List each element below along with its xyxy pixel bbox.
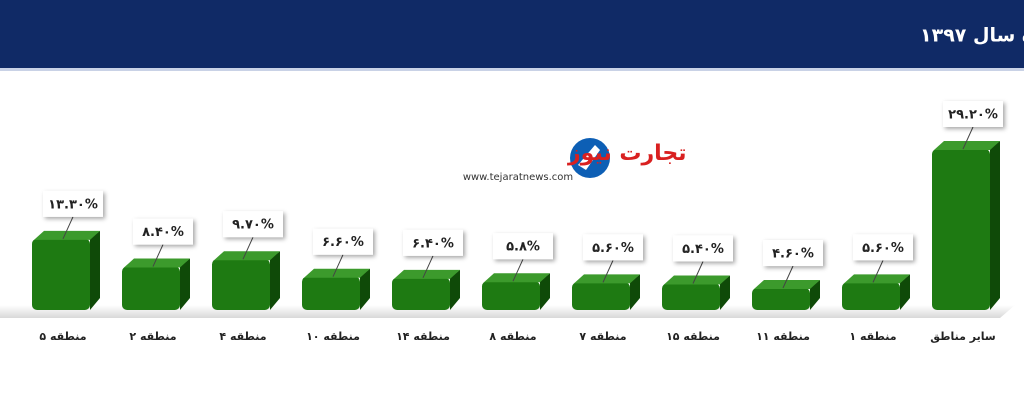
bar-top xyxy=(754,280,820,290)
value-label: ۵.۸% xyxy=(506,240,540,255)
bar-side xyxy=(810,280,820,310)
leader-line xyxy=(782,265,794,289)
bar xyxy=(122,266,180,310)
x-tick-label: منطقه ۵ xyxy=(39,330,86,343)
x-tick-label: منطقه ۸ xyxy=(489,330,536,343)
logo-name: تجارت نیوز xyxy=(567,141,687,166)
leader-line xyxy=(962,126,974,150)
value-label: ۴.۶۰% xyxy=(772,247,814,262)
chart-title: توزیع مناطق شهر تهران برحسب سهم از تعداد… xyxy=(920,25,1024,47)
bar xyxy=(662,283,720,310)
bar-top xyxy=(664,275,730,285)
bar-side xyxy=(360,268,370,310)
x-tick-label: منطقه ۷ xyxy=(579,330,626,343)
value-label-box xyxy=(943,101,1003,127)
value-label: ۸.۴۰% xyxy=(142,225,184,240)
value-label-box xyxy=(583,234,643,261)
leader-line xyxy=(872,260,884,283)
value-label: ۲۹.۲۰% xyxy=(948,108,998,123)
leader-line xyxy=(512,259,524,282)
bar-side xyxy=(270,251,280,310)
x-tick-label: منطقه ۴ xyxy=(219,330,266,343)
value-label-box xyxy=(43,190,103,217)
value-label-box xyxy=(403,229,463,256)
leader-line xyxy=(332,254,344,277)
value-label: ۵.۶۰% xyxy=(862,241,904,256)
logo: تجارت نیوز www.tejaratnews.com xyxy=(463,138,687,183)
bar-top xyxy=(34,230,100,240)
bar xyxy=(482,281,540,310)
bar-side xyxy=(720,275,730,310)
leader-line xyxy=(62,216,74,240)
value-label-box xyxy=(313,228,373,255)
leader-line xyxy=(602,260,614,283)
bar xyxy=(212,259,270,310)
value-label: ۶.۴۰% xyxy=(412,236,454,251)
bar xyxy=(842,282,900,310)
bar-top xyxy=(484,273,550,283)
bar-side xyxy=(180,258,190,310)
value-label-box xyxy=(133,218,193,245)
value-label-box xyxy=(763,240,823,267)
value-label-box xyxy=(493,233,553,260)
value-label-box xyxy=(223,211,283,238)
bar-top xyxy=(304,268,370,278)
value-label: ۶.۶۰% xyxy=(322,235,364,250)
bar xyxy=(32,238,90,310)
leader-line xyxy=(422,255,434,279)
bar xyxy=(572,282,630,310)
bar-side xyxy=(540,273,550,310)
leader-line xyxy=(242,236,254,260)
bar-side xyxy=(900,274,910,310)
logo-url: www.tejaratnews.com xyxy=(463,172,573,183)
bar-top xyxy=(934,141,1000,150)
bar xyxy=(932,149,990,310)
value-label-box xyxy=(853,234,913,261)
bar xyxy=(302,276,360,310)
leader-line xyxy=(152,244,164,267)
bar-top xyxy=(394,269,460,279)
x-tick-label: منطقه ۱۴ xyxy=(396,330,450,343)
x-tick-label: سایر مناطق xyxy=(930,330,995,343)
bar-side xyxy=(630,274,640,310)
logo-icon-mark xyxy=(578,145,600,170)
bar-side xyxy=(450,269,460,310)
leader-line xyxy=(692,261,704,284)
bar-side xyxy=(90,230,100,310)
x-tick-label: منطقه ۱۱ xyxy=(756,330,810,343)
value-label: ۵.۶۰% xyxy=(592,241,634,256)
header-rule xyxy=(0,68,1024,71)
bar xyxy=(392,277,450,310)
value-label: ۱۳.۳۰% xyxy=(48,197,98,212)
x-tick-label: منطقه ۲ xyxy=(129,330,176,343)
value-label-box xyxy=(673,235,733,262)
bar-top xyxy=(844,274,910,284)
value-label: ۵.۴۰% xyxy=(682,242,724,257)
x-tick-label: منطقه ۱ xyxy=(849,330,896,343)
value-label: ۹.۷۰% xyxy=(232,218,274,233)
header xyxy=(0,0,1024,68)
x-tick-label: منطقه ۱۰ xyxy=(306,330,360,343)
bar-top xyxy=(124,258,190,268)
x-tick-label: منطقه ۱۵ xyxy=(666,330,720,343)
bar-top xyxy=(214,251,280,261)
bar-side xyxy=(990,141,1000,310)
bar-top xyxy=(574,274,640,284)
bar xyxy=(752,288,810,310)
